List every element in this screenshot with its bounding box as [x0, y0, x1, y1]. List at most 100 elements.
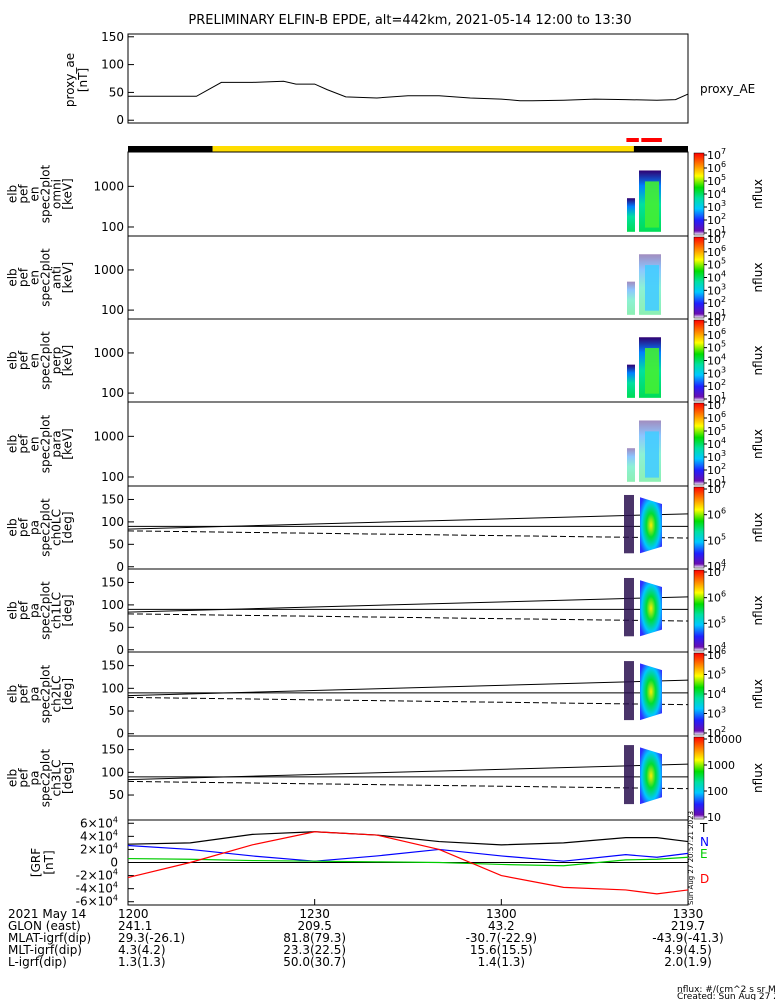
y-tick-label: 100	[101, 303, 124, 317]
panel-frame-perp	[127, 318, 689, 403]
y-tick-label: 1000	[93, 263, 124, 277]
spectrogram-core	[645, 348, 659, 394]
pitch-angle-strip	[624, 661, 634, 721]
ephem-value: 1230	[299, 907, 330, 921]
ylabel-perp: elbpefenspec2plotperp[keV]	[6, 331, 75, 390]
y-tick-label: -2×104	[76, 868, 118, 883]
y-tick-label: 0	[116, 560, 124, 574]
ylabel-anti: elbpefenspec2plotanti[keV]	[6, 248, 75, 307]
y-tick-label: 100	[101, 220, 124, 234]
y-tick-label: 100	[101, 386, 124, 400]
y-tick-label: 100	[101, 681, 124, 695]
panel-frame-ch1LC	[127, 568, 689, 653]
grf-legend-N: N	[700, 835, 709, 849]
panel-frame-ch2LC	[127, 651, 689, 737]
ylabel-para: elbpefenspec2plotpara[keV]	[6, 414, 75, 473]
ephem-value: 1200	[118, 907, 149, 921]
ylabel-ch1LC: elbpefpaspec2plotch1LC[deg]	[6, 581, 75, 640]
spectrogram-strip	[627, 364, 635, 398]
y-tick-label: 50	[109, 704, 124, 718]
ephem-value: 29.3(-26.1)	[118, 931, 185, 945]
grf-series-E	[127, 856, 689, 867]
colorbar-label: nflux	[751, 679, 765, 709]
ephem-value: -43.9(-41.3)	[652, 931, 723, 945]
colorbar-ch1LC	[693, 569, 705, 652]
y-tick-label: 1000	[93, 429, 124, 443]
loss-cone-line	[127, 513, 689, 530]
ylabel-ch0LC: elbpefpaspec2plotch0LC[deg]	[6, 498, 75, 557]
y-tick-label: 100	[101, 515, 124, 529]
colorbar-tick-label: 105	[707, 532, 726, 547]
created-stamp: Created: Sun Aug 27 20:57:21 2023	[677, 992, 775, 1000]
colorbar-perp	[693, 319, 705, 402]
colorbar-label: nflux	[751, 513, 765, 543]
panel-frame-omni	[127, 151, 689, 237]
ephem-value: 1.3(1.3)	[118, 955, 166, 969]
proxy-ae-frame	[127, 33, 689, 124]
ephem-value: 209.5	[297, 919, 331, 933]
ephem-label: MLT-igrf(dip)	[8, 943, 82, 957]
ylabel-ch3LC: elbpefpaspec2plotch3LC[deg]	[6, 748, 75, 807]
grf-legend-E: E	[700, 847, 708, 861]
colorbar-ch0LC	[693, 486, 705, 569]
anti-loss-cone-line	[127, 696, 689, 706]
colorbar-tick-label: 10000	[707, 733, 742, 746]
science-zone-marker	[641, 138, 662, 142]
pitch-angle-blob	[640, 580, 662, 637]
colorbar-label: nflux	[751, 179, 765, 209]
ephem-value: 4.9(4.5)	[664, 943, 712, 957]
orbit-bar-segment	[128, 146, 213, 152]
colorbar-label: nflux	[751, 596, 765, 626]
y-tick-label: 6×104	[80, 815, 118, 830]
units-note: nflux: #/(cm^2 s sr MeV)	[677, 985, 775, 995]
colorbar-para	[693, 402, 705, 486]
ephem-value: 43.2	[488, 919, 515, 933]
colorbar-tick-label: 107	[707, 564, 726, 579]
panel-frame-ch0LC	[127, 485, 689, 570]
side-stamp: Sun Aug 27 20:57:21 2023	[687, 811, 695, 905]
pitch-angle-strip	[624, 745, 634, 805]
y-tick-label: 1000	[93, 346, 124, 360]
colorbar-tick-label: 1000	[707, 759, 735, 772]
ylabel-ch2LC: elbpefpaspec2plotch2LC[deg]	[6, 664, 75, 723]
orbit-bar-segment	[633, 146, 688, 152]
anti-loss-cone-line	[127, 530, 689, 539]
y-tick-label: 2×104	[80, 841, 118, 856]
grf-series-T	[127, 831, 689, 846]
grf-ylabel: [GRF[nT]	[29, 848, 56, 877]
colorbar-tick-label: 105	[707, 615, 726, 630]
ephem-value: -30.7(-22.9)	[466, 931, 537, 945]
pitch-angle-blob	[640, 747, 662, 805]
panel-frame-para	[127, 401, 689, 487]
ephem-value: 219.7	[671, 919, 705, 933]
y-tick-label: 150	[101, 575, 124, 589]
grf-legend-T: T	[699, 821, 708, 835]
colorbar-omni	[693, 152, 705, 236]
spectrogram-core	[645, 265, 659, 311]
ephem-label: GLON (east)	[8, 919, 81, 933]
spectrogram-strip	[627, 198, 635, 232]
colorbar-ch2LC	[693, 652, 705, 736]
science-zone-marker	[626, 138, 639, 142]
ephem-value: 1330	[673, 907, 704, 921]
y-tick-label: 0	[116, 727, 124, 741]
grf-series-D	[127, 831, 689, 895]
y-tick-label: 100	[101, 765, 124, 779]
colorbar-tick-label: 100	[707, 785, 728, 798]
y-tick-label: -6×104	[76, 894, 118, 909]
grf-legend-D: D	[700, 872, 709, 886]
anti-loss-cone-line	[127, 613, 689, 622]
colorbar-anti	[693, 236, 705, 319]
y-tick-label: 150	[101, 743, 124, 757]
proxy-ae-ylabel: proxy_ae[nT]	[63, 53, 90, 107]
pitch-angle-blob	[640, 497, 662, 554]
grf-series-N	[127, 844, 689, 862]
ylabel-omni: elbpefenspec2plotomni[keV]	[6, 164, 75, 223]
y-tick-label: 0	[110, 856, 118, 870]
plot-title: PRELIMINARY ELFIN-B EPDE, alt=442km, 202…	[188, 13, 631, 28]
colorbar-tick-label: 106	[707, 507, 726, 522]
ephemeris-table: 2021 May 14 1200 1230 1300 1330 GLON (east) 24…	[8, 907, 724, 969]
orbit-bar-segment	[212, 146, 634, 152]
pitch-angle-strip	[624, 577, 634, 637]
colorbar-ch3LC	[693, 736, 705, 820]
